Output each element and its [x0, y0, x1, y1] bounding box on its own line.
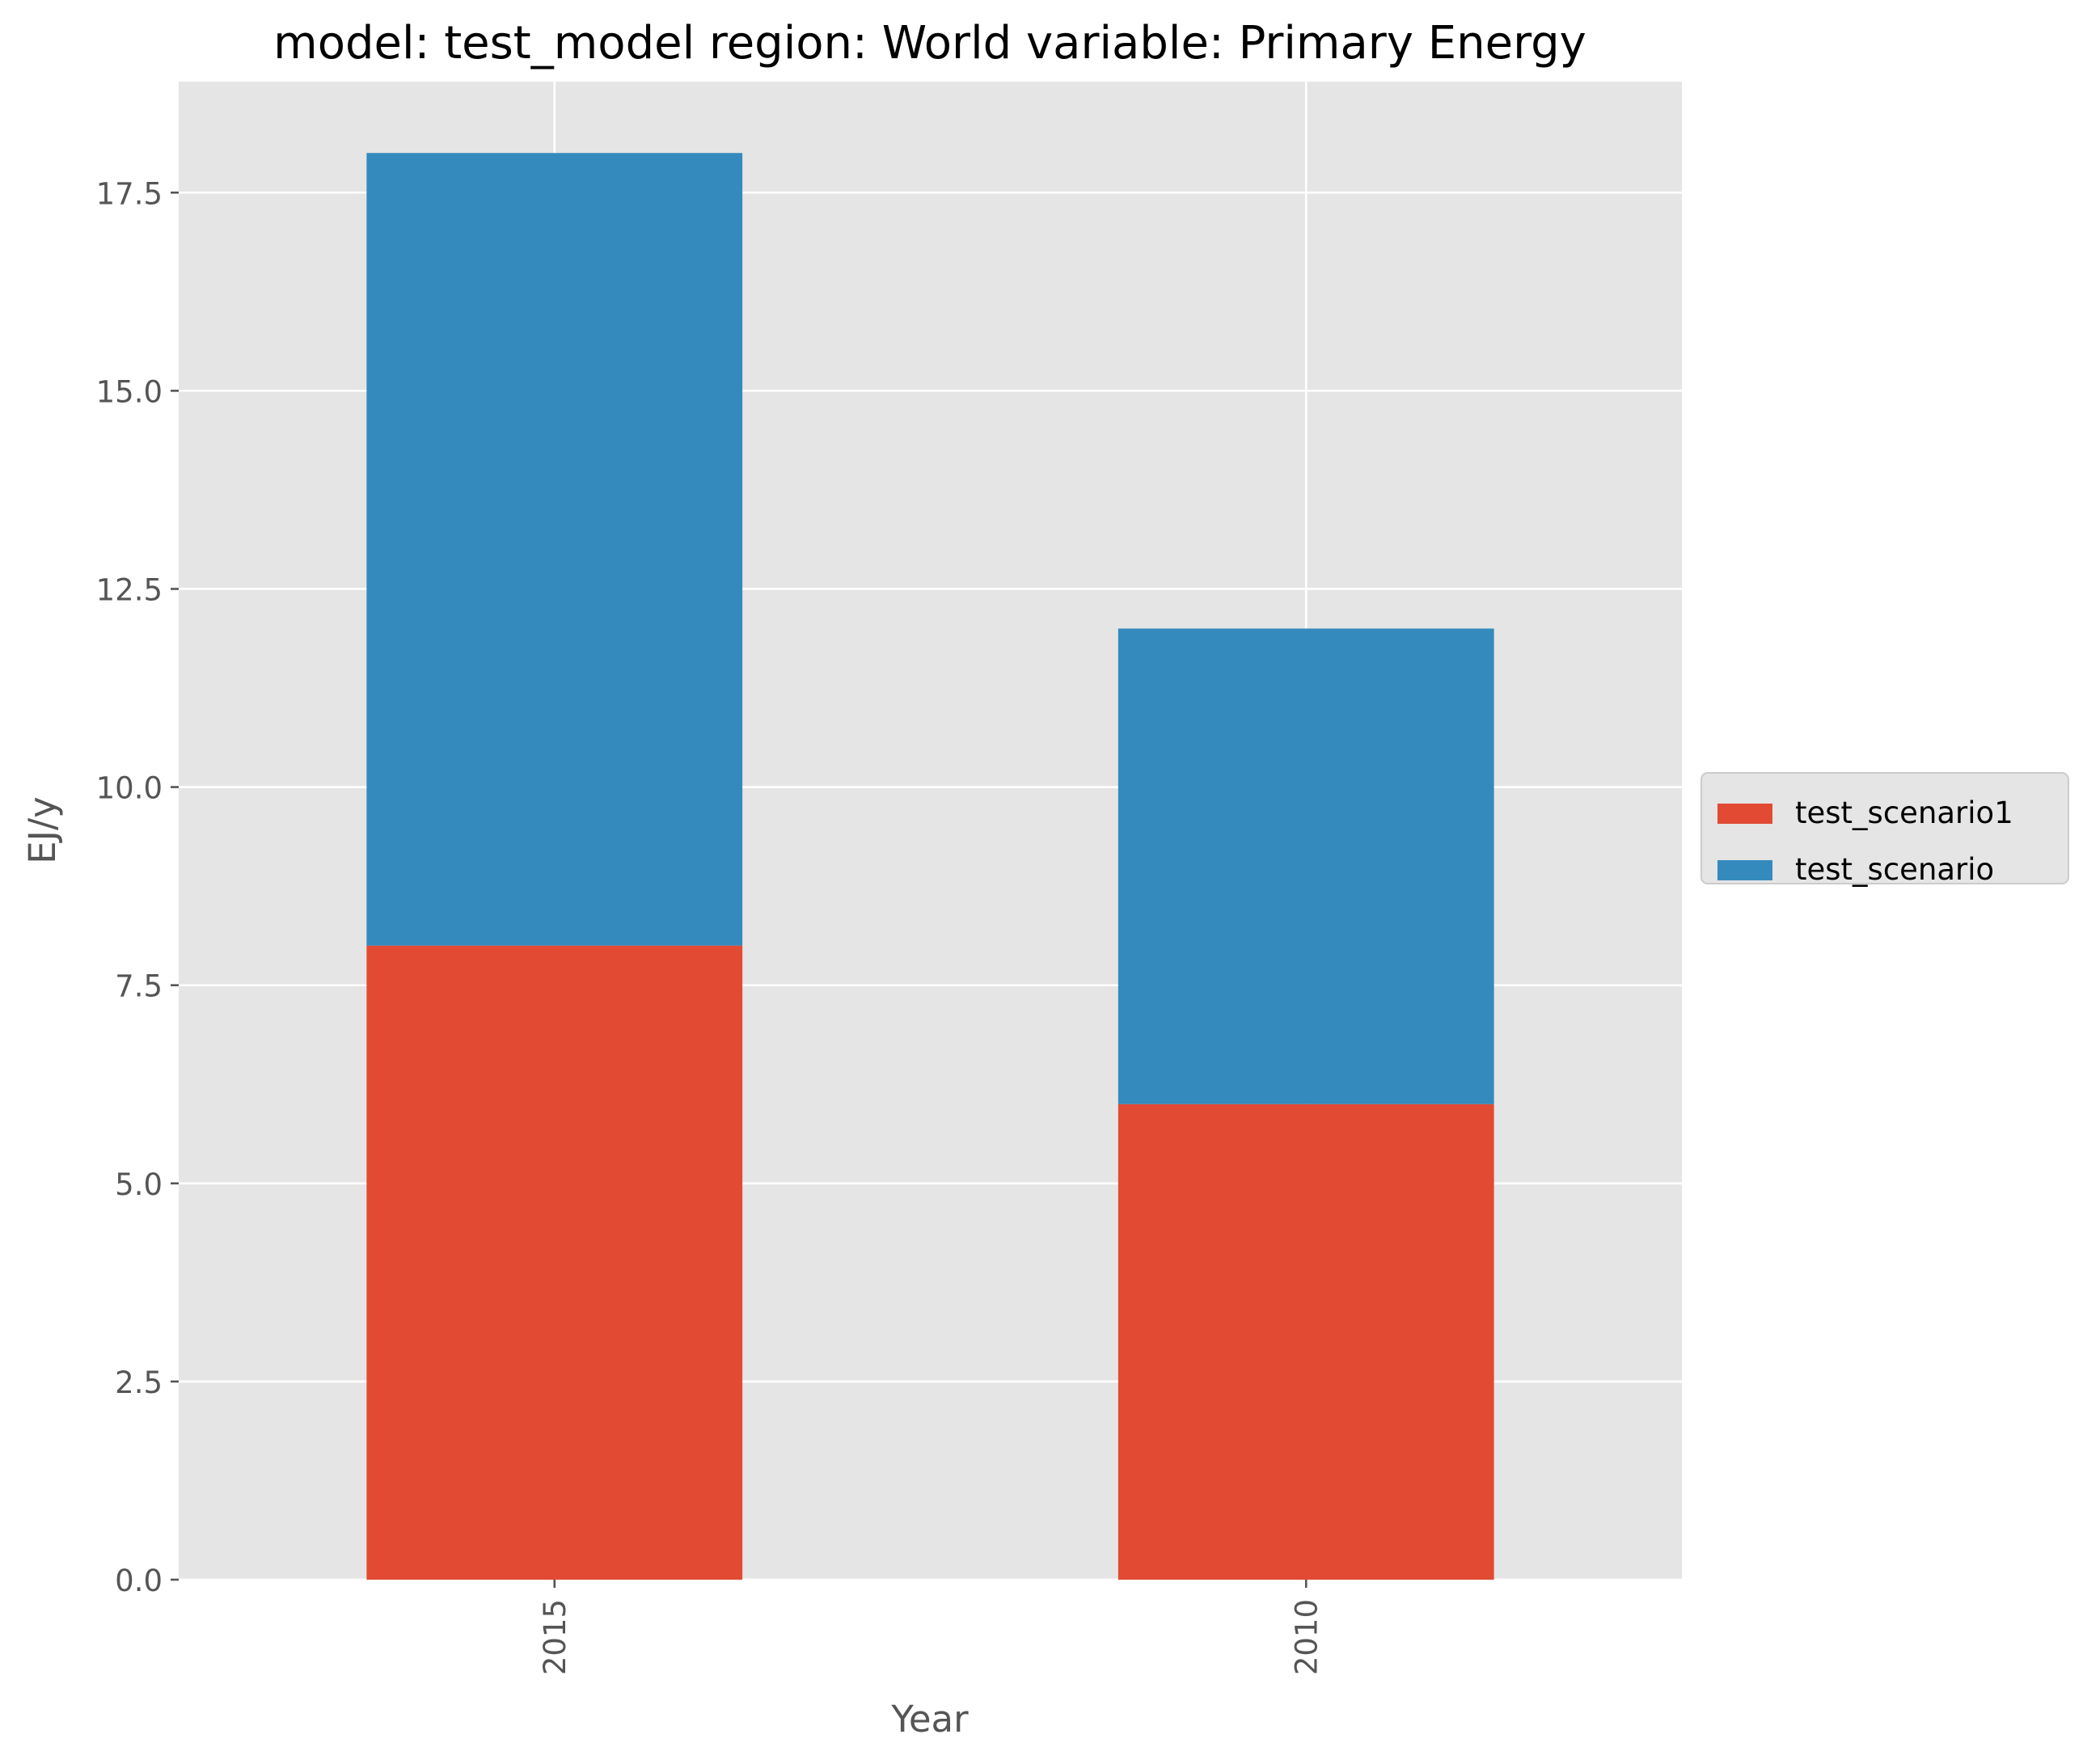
chart-title: model: test_model region: World variable…: [273, 17, 1586, 70]
bar-test_scenario1-2015: [366, 945, 743, 1580]
legend-label-test_scenario: test_scenario: [1795, 852, 1994, 887]
bar-test_scenario-2010: [1117, 628, 1494, 1104]
y-tick-label: 2.5: [115, 1365, 163, 1400]
x-axis: 2015 2010: [538, 1580, 1324, 1675]
y-tick-label: 5.0: [115, 1167, 163, 1202]
legend-label-test_scenario1: test_scenario1: [1795, 795, 2013, 830]
y-tick-label: 17.5: [96, 176, 163, 211]
legend-box: [1700, 772, 2069, 884]
bar-test_scenario1-2010: [1117, 1104, 1494, 1580]
x-axis-label: Year: [890, 1698, 969, 1741]
y-axis-label: EJ/y: [21, 796, 64, 864]
x-tick-label: 2015: [538, 1599, 572, 1675]
y-tick-label: 10.0: [96, 771, 163, 806]
bars: [366, 153, 1494, 1580]
legend-swatch-test_scenario: [1717, 860, 1772, 880]
y-axis: 0.0 2.5 5.0 7.5 10.0 12.5 15.0 17.5: [96, 176, 179, 1598]
legend-swatch-test_scenario1: [1717, 804, 1772, 824]
y-tick-label: 12.5: [96, 572, 163, 607]
bar-test_scenario-2015: [366, 153, 743, 946]
x-tick-label: 2010: [1289, 1599, 1324, 1675]
y-tick-label: 0.0: [115, 1564, 163, 1598]
y-tick-label: 15.0: [96, 374, 163, 409]
legend-items: test_scenario1 test_scenario: [1717, 795, 2013, 887]
legend: test_scenario1 test_scenario: [1700, 772, 2069, 887]
y-tick-label: 7.5: [115, 969, 163, 1004]
